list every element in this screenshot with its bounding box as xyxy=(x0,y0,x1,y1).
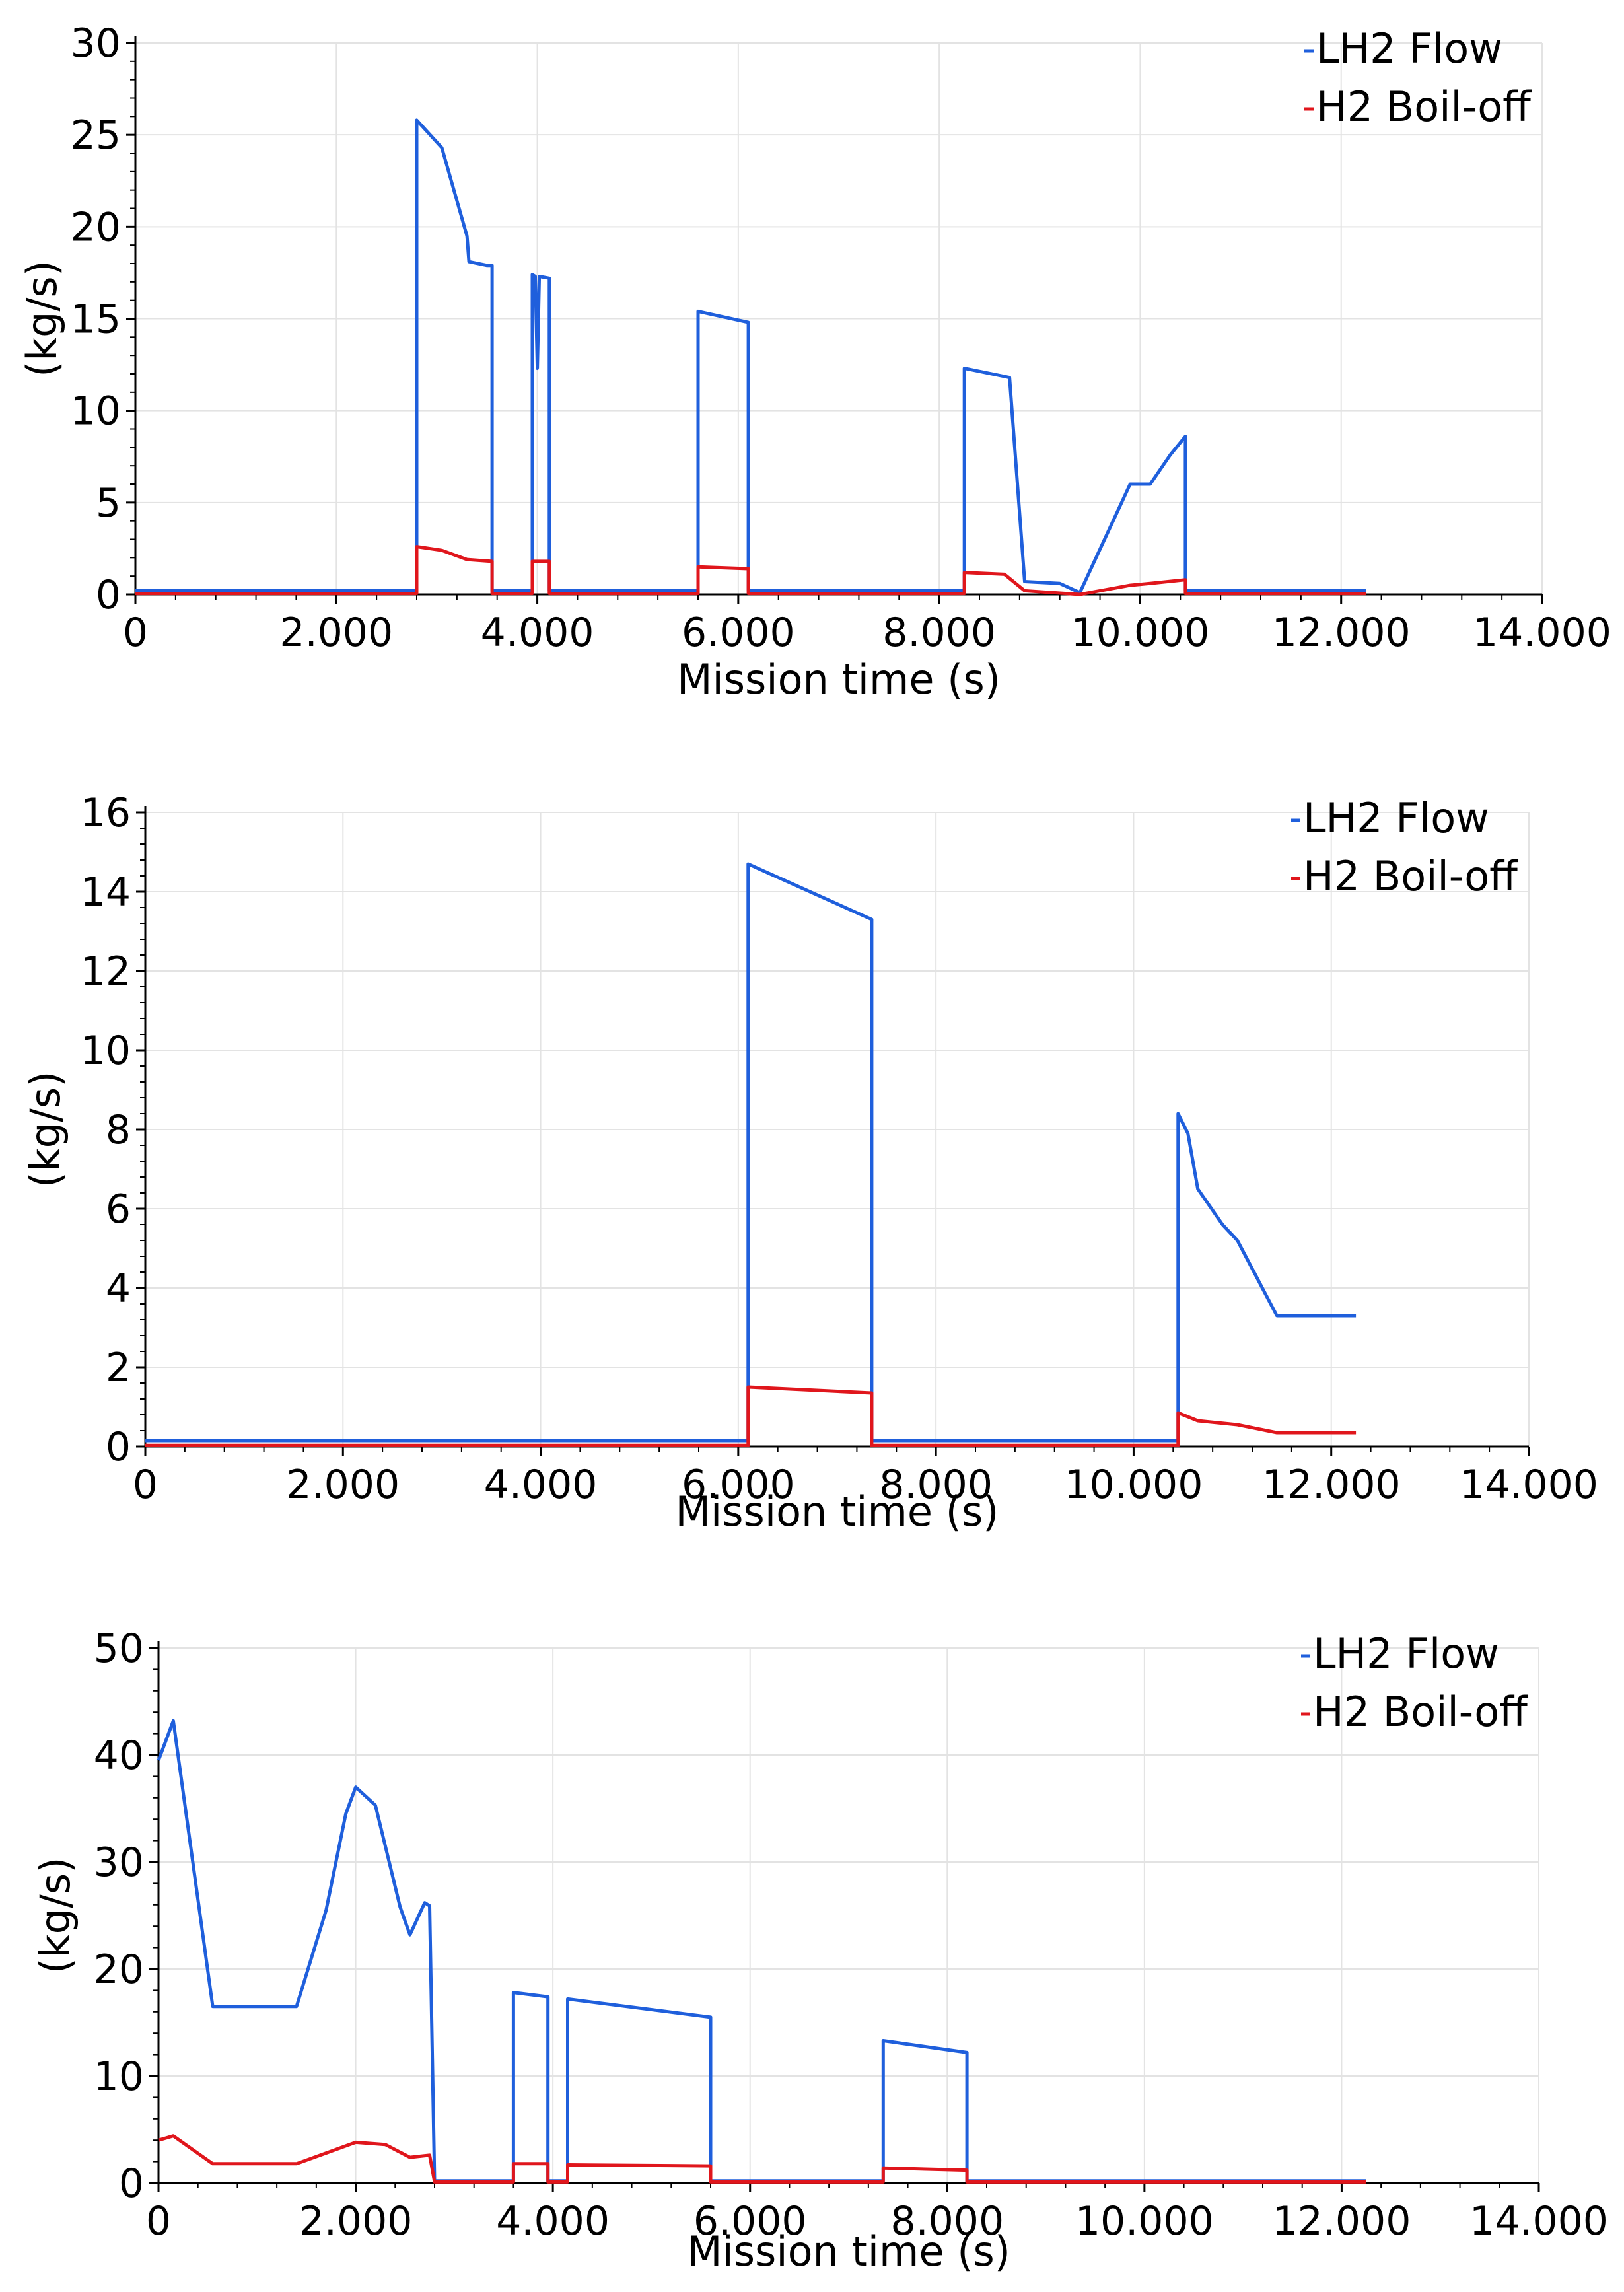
y-tick-label: 6 xyxy=(106,1186,131,1233)
y-tick-label: 16 xyxy=(81,790,131,836)
y-axis-label: (kg/s) xyxy=(21,1071,69,1188)
y-tick-label: 15 xyxy=(71,297,121,343)
legend-label: H2 Boil-off xyxy=(1303,852,1518,900)
x-tick-label: 2.000 xyxy=(279,610,393,656)
y-tick-label: 8 xyxy=(106,1107,131,1153)
x-tick-label: 8.000 xyxy=(879,1462,993,1508)
series-line-h2-boil-off xyxy=(145,1385,1357,1447)
legend-label: LH2 Flow xyxy=(1303,794,1489,842)
y-tick-label: 0 xyxy=(106,1424,131,1470)
y-tick-label: 30 xyxy=(71,20,121,67)
y-tick-label: 5 xyxy=(96,480,121,526)
legend: LH2 Flow H2 Boil-off xyxy=(1304,24,1532,131)
x-tick-label: 14.000 xyxy=(1473,610,1611,656)
x-tick-label: 14.000 xyxy=(1469,2198,1608,2244)
chart-panel-2: 0 2.000 4.000 6.000 8.000 10.000 12.000 14.000 0… xyxy=(21,790,1598,1536)
y-tick-label: 40 xyxy=(94,1733,144,1779)
x-tick-label: 4.000 xyxy=(481,610,594,656)
series-line-lh2-flow xyxy=(145,862,1357,1443)
x-tick-label: 6.000 xyxy=(682,1462,795,1508)
x-tick-label: 10.000 xyxy=(1071,610,1209,656)
x-axis-label: Mission time (s) xyxy=(677,655,1001,703)
y-tick-label: 50 xyxy=(94,1626,144,1672)
series-line-lh2-flow xyxy=(135,118,1366,594)
x-tick-label: 10.000 xyxy=(1075,2198,1214,2244)
y-axis-label: (kg/s) xyxy=(31,1857,79,1974)
y-axis-label: (kg/s) xyxy=(18,260,66,377)
y-tick-label: 2 xyxy=(106,1345,131,1391)
grid-lines xyxy=(135,42,1543,594)
series-line-h2-boil-off xyxy=(135,545,1366,596)
y-tick-label: 20 xyxy=(94,1947,144,1993)
x-axis-label: Mission time (s) xyxy=(687,2227,1010,2275)
x-tick-label: 0 xyxy=(146,2198,171,2244)
chart-panel-1: 0 2.000 4.000 6.000 8.000 10.000 12.000 14.000 0… xyxy=(18,20,1611,703)
legend-label: LH2 Flow xyxy=(1313,1629,1499,1678)
series-line-h2-boil-off xyxy=(158,2134,1366,2184)
x-tick-label: 8.000 xyxy=(890,2198,1004,2244)
x-tick-label: 14.000 xyxy=(1460,1462,1598,1508)
y-tick-label: 14 xyxy=(81,869,131,915)
y-tick-label: 12 xyxy=(81,949,131,995)
legend: LH2 Flow H2 Boil-off xyxy=(1301,1629,1528,1736)
y-tick-label: 0 xyxy=(119,2161,144,2207)
x-tick-label: 12.000 xyxy=(1272,2198,1411,2244)
x-tick-label: 0 xyxy=(133,1462,158,1508)
x-tick-label: 6.000 xyxy=(682,610,795,656)
x-tick-label: 2.000 xyxy=(286,1462,400,1508)
x-tick-label: 12.000 xyxy=(1272,610,1411,656)
x-tick-label: 4.000 xyxy=(496,2198,610,2244)
grid-lines xyxy=(145,812,1530,1447)
y-tick-label: 25 xyxy=(71,112,121,159)
legend: LH2 Flow H2 Boil-off xyxy=(1291,794,1518,900)
y-tick-label: 0 xyxy=(96,572,121,618)
y-tick-label: 10 xyxy=(71,388,121,435)
x-tick-label: 10.000 xyxy=(1064,1462,1203,1508)
x-tick-label: 8.000 xyxy=(882,610,996,656)
y-tick-label: 20 xyxy=(71,204,121,250)
series-line-lh2-flow xyxy=(157,1719,1366,2183)
x-tick-label: 6.000 xyxy=(693,2198,807,2244)
y-tick-label: 10 xyxy=(81,1028,131,1074)
legend-label: H2 Boil-off xyxy=(1313,1688,1528,1736)
legend-label: H2 Boil-off xyxy=(1316,83,1532,131)
x-tick-label: 4.000 xyxy=(484,1462,598,1508)
y-tick-label: 10 xyxy=(94,2054,144,2100)
chart-panel-3: 0 2.000 4.000 6.000 8.000 10.000 12.000 14.000 0… xyxy=(31,1626,1608,2275)
y-tick-label: 4 xyxy=(106,1266,131,1312)
x-tick-label: 2.000 xyxy=(299,2198,413,2244)
legend-label: LH2 Flow xyxy=(1316,24,1502,73)
x-axis-label: Mission time (s) xyxy=(676,1487,999,1536)
x-tick-label: 0 xyxy=(123,610,148,656)
y-tick-label: 30 xyxy=(94,1840,144,1886)
x-tick-label: 12.000 xyxy=(1262,1462,1401,1508)
